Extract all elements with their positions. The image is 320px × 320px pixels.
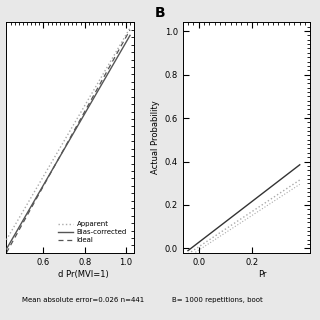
Text: d Pr(MVI=1): d Pr(MVI=1)	[58, 270, 108, 279]
Text: B= 1000 repetitions, boot: B= 1000 repetitions, boot	[172, 297, 263, 303]
Text: Pr: Pr	[258, 270, 267, 279]
Legend: Apparent, Bias-corrected, Ideal: Apparent, Bias-corrected, Ideal	[56, 220, 128, 245]
Text: Mean absolute error=0.026 n=441: Mean absolute error=0.026 n=441	[22, 297, 144, 303]
Text: B: B	[155, 6, 165, 20]
Y-axis label: Actual Probability: Actual Probability	[151, 101, 160, 174]
